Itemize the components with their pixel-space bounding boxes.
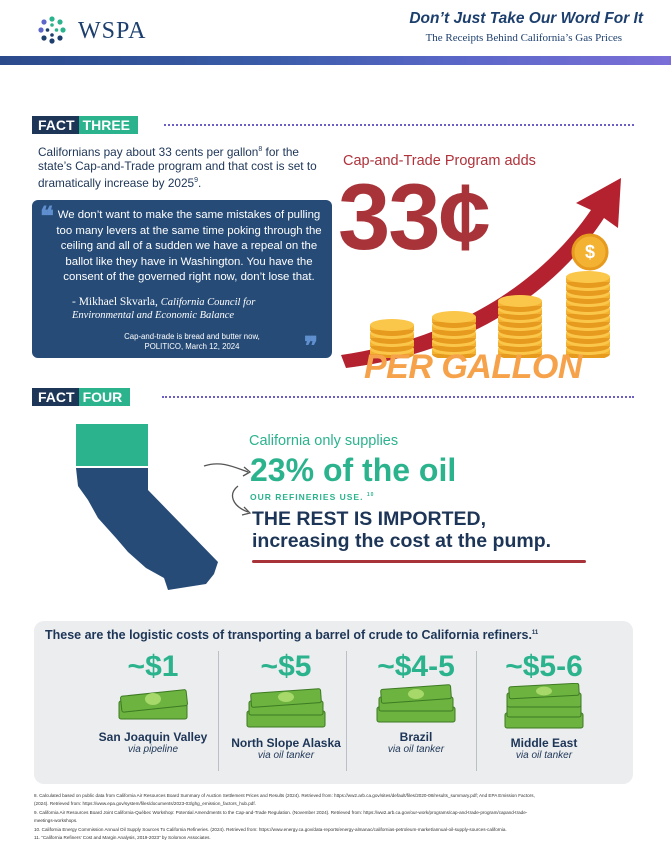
fact-four-label: FACT FOUR bbox=[32, 388, 131, 406]
logistics-place: Brazil bbox=[399, 730, 433, 744]
open-quote-icon: ❝ bbox=[40, 202, 54, 231]
logistics-place: North Slope Alaska bbox=[231, 736, 341, 750]
logistics-price: ~$5 bbox=[260, 650, 312, 683]
page-subtitle: The Receipts Behind California’s Gas Pri… bbox=[425, 32, 622, 44]
cash-stack-icon bbox=[118, 689, 188, 720]
logistics-via: via oil tanker bbox=[387, 744, 445, 755]
header-gradient-bar bbox=[0, 56, 671, 65]
quote-source-title: Cap-and-trade is bread and butter now, bbox=[124, 332, 260, 341]
logistics-via: via oil tanker bbox=[515, 750, 573, 761]
logistics-item: ~$1 San Joaquin Valley via pipeline bbox=[88, 650, 218, 756]
fact-three-label: FACT THREE bbox=[32, 116, 139, 134]
quote-attribution: - Mikhael Skvarla, California Council fo… bbox=[72, 296, 312, 322]
close-quote-icon: ❞ bbox=[304, 332, 318, 361]
refineries-label: OUR REFINERIES USE. 10 bbox=[250, 492, 374, 502]
logistics-title: These are the logistic costs of transpor… bbox=[45, 628, 538, 642]
footnote-ref: 11 bbox=[531, 629, 539, 636]
footnote-line: 11. “California Refiners’ Cost and Margi… bbox=[34, 835, 211, 841]
logistics-via: via pipeline bbox=[127, 744, 179, 755]
quote-source: Cap-and-trade is bread and butter now, P… bbox=[52, 332, 332, 352]
logistics-price: ~$1 bbox=[127, 650, 179, 683]
rising-arrow-icon bbox=[341, 178, 621, 368]
column-divider bbox=[476, 651, 477, 771]
svg-text:$: $ bbox=[585, 242, 595, 262]
wspa-logo: WSPA bbox=[34, 12, 184, 48]
fact-three-label-a: FACT bbox=[32, 116, 79, 134]
fact-three-text-2: for the state’s Cap-and-Trade program an… bbox=[38, 144, 317, 190]
footnote-line: 8. Calculated based on public data from … bbox=[34, 793, 535, 798]
quote-org: California Council for Environmental and… bbox=[72, 297, 256, 321]
footnote-line: (2024). Retrieved from: https://www.epa.… bbox=[34, 801, 256, 807]
footnote-ref: 10 bbox=[366, 492, 375, 499]
imported-line-2: increasing the cost at the pump. bbox=[252, 530, 552, 552]
red-underline bbox=[252, 560, 586, 563]
logistics-title-text: These are the logistic costs of transpor… bbox=[45, 628, 532, 642]
fact-four-label-a: FACT bbox=[32, 388, 79, 406]
fact-three-text: Californians pay about 33 cents per gall… bbox=[38, 143, 328, 190]
footnote-line: meetings-workshops. bbox=[34, 818, 78, 824]
logistics-price: ~$4-5 bbox=[377, 650, 455, 683]
big-cents-value: 33¢ bbox=[338, 164, 491, 269]
california-map-icon bbox=[76, 424, 218, 590]
logistics-item: ~$5-6 Middle East via oil tanker bbox=[479, 651, 609, 761]
fact-four-divider bbox=[162, 396, 634, 398]
footnote-line: 9. California Air Resources Board Joint … bbox=[34, 809, 528, 815]
column-divider bbox=[218, 651, 219, 771]
footnotes: 8. Calculated based on public data from … bbox=[34, 792, 644, 842]
logistics-panel: These are the logistic costs of transpor… bbox=[34, 621, 633, 784]
logistics-place: Middle East bbox=[510, 736, 578, 750]
quote-author: - Mikhael Skvarla, bbox=[72, 296, 161, 308]
oil-percent: 23% of the oil bbox=[250, 452, 457, 488]
fact-three-divider bbox=[164, 124, 634, 126]
quote-source-pub: POLITICO, March 12, 2024 bbox=[144, 342, 240, 351]
logistics-price: ~$5-6 bbox=[505, 650, 583, 683]
cash-stack-icon bbox=[376, 684, 456, 723]
page-title: Don’t Just Take Our Word For It bbox=[409, 10, 643, 27]
fact-four-label-b: FOUR bbox=[78, 388, 131, 406]
page-header: WSPA Don’t Just Take Our Word For It The… bbox=[0, 0, 671, 65]
fact-three-text-1: Californians pay about 33 cents per gall… bbox=[38, 144, 259, 159]
wspa-flower-icon bbox=[38, 16, 66, 44]
footnote-ref: 9 bbox=[194, 176, 198, 184]
logistics-via: via oil tanker bbox=[257, 750, 315, 761]
fact-three-label-b: THREE bbox=[78, 116, 139, 134]
ca-supply-label: California only supplies bbox=[249, 433, 399, 449]
cash-stack-icon bbox=[246, 688, 326, 728]
quote-card: ❝ We don’t want to make the same mistake… bbox=[32, 200, 332, 361]
pointer-arrows-icon bbox=[203, 463, 252, 516]
cash-stack-icon bbox=[504, 682, 584, 729]
footnote-ref: 8 bbox=[258, 146, 263, 153]
logistics-place: San Joaquin Valley bbox=[98, 730, 208, 744]
logistics-item: ~$4-5 Brazil via oil tanker bbox=[351, 651, 481, 755]
coin-stacks-icon: $ bbox=[370, 233, 610, 358]
column-divider bbox=[346, 651, 347, 771]
logistics-item: ~$5 North Slope Alaska via oil tanker bbox=[221, 650, 351, 762]
fact-three-text-3: . bbox=[197, 175, 202, 190]
logo-text: WSPA bbox=[78, 18, 147, 44]
per-gallon-label: PER GALLON bbox=[364, 348, 582, 386]
quote-body: We don’t want to make the same mistakes … bbox=[56, 209, 322, 283]
imported-statement: THE REST IS IMPORTED, increasing the cos… bbox=[252, 508, 551, 552]
refineries-text: OUR REFINERIES USE. bbox=[250, 492, 364, 502]
footnote-line: 10. California Energy Commission Annual … bbox=[34, 826, 507, 832]
imported-line-1: THE REST IS IMPORTED, bbox=[252, 508, 487, 530]
cap-and-trade-label: Cap-and-Trade Program adds bbox=[343, 153, 536, 169]
